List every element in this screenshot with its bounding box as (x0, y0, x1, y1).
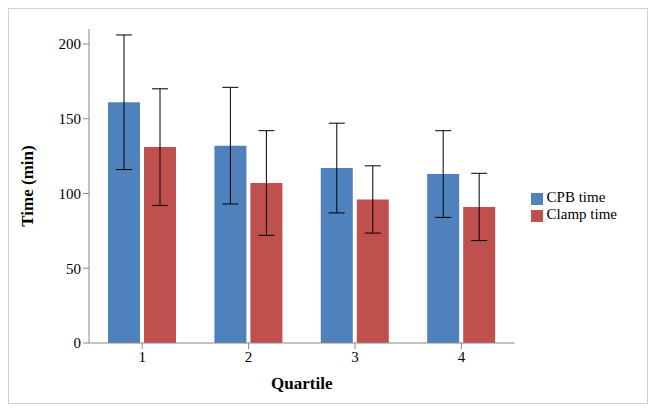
html-text:CPB time: CPB time (546, 189, 606, 205)
svg-text:150: 150 (59, 111, 82, 127)
svg-text:100: 100 (59, 186, 82, 202)
html-text:Clamp time: Clamp time (546, 206, 617, 222)
svg-text:50: 50 (66, 261, 81, 277)
svg-text:Time (min): Time (min) (18, 145, 37, 226)
svg-text:1: 1 (138, 349, 146, 365)
svg-text:200: 200 (59, 36, 82, 52)
svg-text:3: 3 (351, 349, 359, 365)
svg-text:4: 4 (458, 349, 466, 365)
svg-text:0: 0 (74, 335, 82, 351)
svg-text:2: 2 (245, 349, 253, 365)
svg-text:Quartile: Quartile (271, 374, 333, 393)
